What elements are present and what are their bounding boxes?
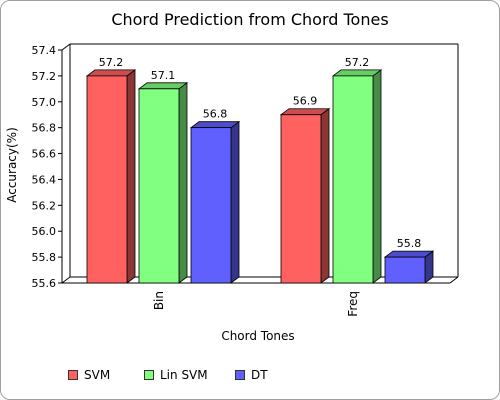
bar-side xyxy=(372,69,382,284)
data-label: 55.8 xyxy=(397,237,422,250)
chart-title: Chord Prediction from Chord Tones xyxy=(111,10,388,29)
bar xyxy=(331,69,383,284)
y-tick-label: 56.6 xyxy=(32,148,57,161)
plot-area: 55.6 55.8 56.0 56.2 56.4 56.6 56.8 57.0 57.2 57.4… xyxy=(32,43,459,317)
legend-label: Lin SVM xyxy=(160,368,208,382)
y-tick-label: 56.0 xyxy=(32,225,57,238)
bar-top xyxy=(383,250,435,258)
legend-item: SVM xyxy=(68,368,110,382)
x-tick-label: Bin xyxy=(152,291,166,310)
legend-label: DT xyxy=(251,368,268,382)
y-tick-label: 56.2 xyxy=(32,199,57,212)
data-label: 57.1 xyxy=(151,69,176,82)
legend-swatch xyxy=(144,370,154,380)
bar-top xyxy=(331,69,383,77)
bar xyxy=(383,250,435,284)
data-label: 57.2 xyxy=(345,56,370,69)
floor-right-edge xyxy=(449,276,459,284)
data-label: 56.9 xyxy=(293,95,318,108)
legend-item: DT xyxy=(235,368,268,382)
bar-side xyxy=(320,107,330,284)
y-tick-label: 57.2 xyxy=(32,70,57,83)
legend: SVM Lin SVM DT xyxy=(0,365,500,385)
legend-swatch xyxy=(68,370,78,380)
x-axis-label: Chord Tones xyxy=(221,329,294,343)
x-tick-label: Freq xyxy=(346,291,360,317)
legend-label: SVM xyxy=(84,368,111,382)
y-tick-label: 56.4 xyxy=(32,173,57,186)
bar-front xyxy=(384,256,426,284)
data-label: 56.8 xyxy=(203,108,228,121)
legend-item: Lin SVM xyxy=(144,368,208,382)
bar xyxy=(189,120,241,284)
bar-side xyxy=(230,120,240,284)
floor-left-edge xyxy=(61,276,71,284)
data-label: 57.2 xyxy=(99,56,124,69)
bar-side xyxy=(126,69,136,284)
bar-top xyxy=(279,108,331,116)
y-tick-label: 55.8 xyxy=(32,251,57,264)
bar-top xyxy=(85,69,137,77)
y-tick-label: 55.6 xyxy=(32,277,57,290)
bar-top xyxy=(137,82,189,90)
bar-side xyxy=(178,82,188,284)
y-tick-label: 57.4 xyxy=(32,44,57,57)
y-tick-label: 56.8 xyxy=(32,122,57,135)
bar-top xyxy=(189,121,241,129)
bar-front xyxy=(138,88,180,284)
bar xyxy=(137,82,189,284)
bar-front xyxy=(86,75,128,284)
bar-front xyxy=(190,127,232,284)
y-axis-label: Accuracy(%) xyxy=(5,127,19,203)
bar-front xyxy=(280,114,322,284)
y-axis-top-edge xyxy=(61,43,71,51)
bar-front xyxy=(332,75,374,284)
bar xyxy=(279,107,331,284)
legend-swatch xyxy=(235,370,245,380)
bar xyxy=(85,69,137,284)
y-tick-label: 57.0 xyxy=(32,96,57,109)
